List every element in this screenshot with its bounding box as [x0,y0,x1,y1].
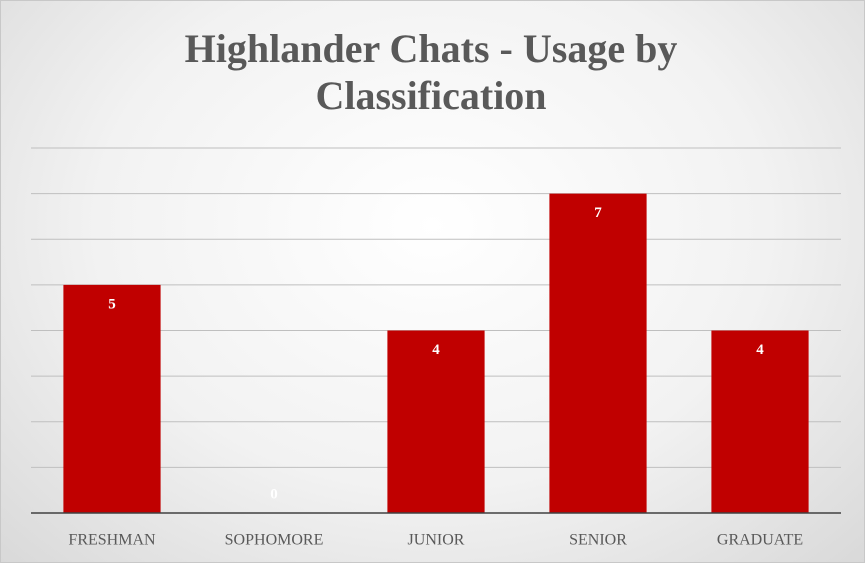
chart-title: Highlander Chats - Usage by Classificati… [184,26,678,118]
x-tick-label: SENIOR [569,532,627,549]
bar [63,284,161,513]
data-label: 0 [270,486,278,502]
data-label: 5 [108,296,116,312]
x-tick-label: SOPHOMORE [225,532,324,549]
bar [711,330,809,513]
data-label: 4 [432,342,440,358]
x-tick-label: GRADUATE [717,532,803,549]
data-label: 7 [594,205,602,221]
x-tick-label: FRESHMAN [68,532,156,549]
bar [549,193,647,513]
x-tick-label: JUNIOR [408,532,465,549]
data-label: 4 [756,342,764,358]
bar [387,330,485,513]
